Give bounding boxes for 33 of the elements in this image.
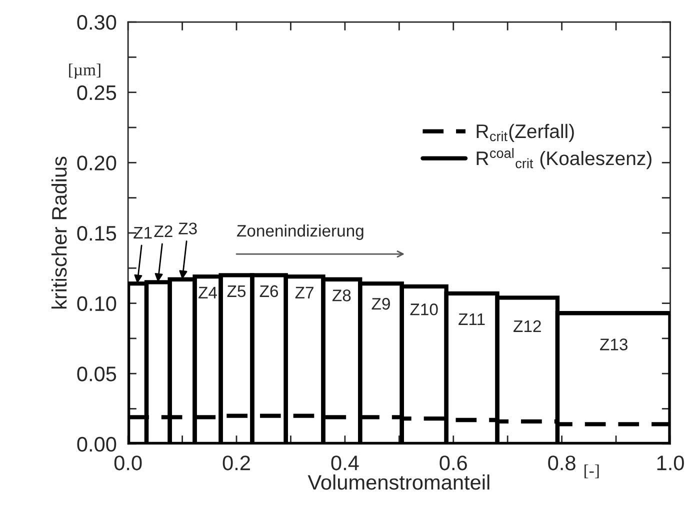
annotation: Z8 bbox=[332, 290, 351, 302]
y-tick-label: 0.30 bbox=[77, 15, 116, 30]
annotation: Z3 bbox=[178, 222, 197, 234]
x-tick-label: 0.2 bbox=[222, 456, 250, 470]
annotation: Z7 bbox=[295, 286, 314, 298]
annotation: Z1 bbox=[134, 226, 152, 238]
annotation: Z10 bbox=[410, 304, 438, 316]
annotation: Z9 bbox=[372, 298, 390, 310]
y-tick-label: 0.20 bbox=[77, 156, 116, 170]
annotation: Z4 bbox=[198, 286, 218, 298]
annotation: Z5 bbox=[227, 285, 246, 298]
annotation: Z2 bbox=[154, 225, 172, 238]
x-tick-label: 1.0 bbox=[657, 456, 684, 470]
x-tick-label: 0.6 bbox=[440, 456, 467, 470]
x-tick-label: 0.8 bbox=[548, 456, 576, 470]
legend-label: R$^{coal}$$_{crit}$ (Koaleszenz) bbox=[476, 148, 652, 170]
annotation: Z6 bbox=[260, 285, 278, 298]
text: [µm] bbox=[69, 64, 100, 79]
annotation: Z12 bbox=[514, 320, 541, 332]
y-tick-label: 0.15 bbox=[77, 226, 116, 241]
text: [-] bbox=[584, 464, 599, 478]
y-tick-label: 0.10 bbox=[77, 296, 116, 312]
annotation: Z13 bbox=[600, 338, 628, 350]
annotation: Z11 bbox=[458, 313, 485, 325]
y-axis-title: kritischer Radius bbox=[51, 156, 67, 309]
y-tick-label: 0.25 bbox=[77, 85, 116, 100]
y-tick-label: 0.05 bbox=[77, 366, 116, 382]
x-tick-label: 0.4 bbox=[331, 456, 359, 470]
y-tick-label: 0.00 bbox=[77, 436, 116, 452]
text: 0.0 bbox=[114, 456, 142, 470]
annotation: Zonenindizierung bbox=[237, 224, 364, 240]
legend-label: R$_{crit}$(Zerfall) bbox=[476, 124, 574, 142]
x-axis-title: Volumenstromanteil bbox=[308, 474, 490, 490]
